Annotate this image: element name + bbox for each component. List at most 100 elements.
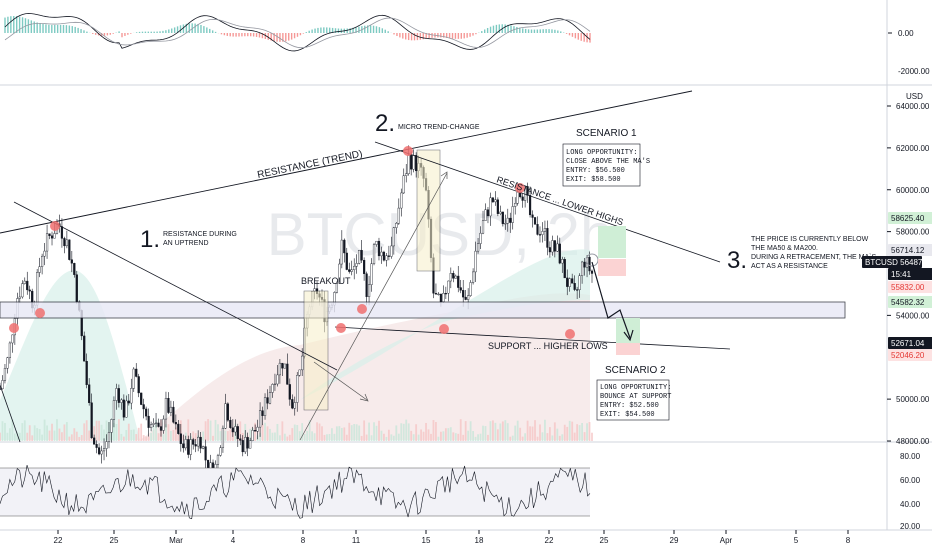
time-axis[interactable]: 22 25 Mar 4 8 11 15 18 22 25 29 Apr 5 8 (54, 530, 851, 545)
macd-histogram-bar (405, 33, 407, 40)
volume-bar (286, 436, 289, 441)
higher-lows-line[interactable] (334, 326, 731, 350)
volume-bar (410, 430, 413, 441)
macd-histogram-bar (293, 33, 296, 39)
macd-histogram-bar (159, 31, 161, 33)
macd-histogram-bar (264, 33, 267, 40)
volume-bar (172, 429, 175, 441)
volume-bar (509, 436, 512, 441)
down-arrow-line (313, 361, 368, 401)
volume-bar (53, 430, 56, 441)
volume-bar (204, 421, 207, 441)
volume-bar (402, 423, 405, 441)
macd-histogram-bar (127, 33, 129, 35)
macd-histogram-bar (428, 33, 430, 39)
volume-bar (125, 429, 128, 441)
candle-body (472, 271, 475, 283)
scenario1-stop-zone[interactable] (598, 259, 626, 276)
candle-body (28, 289, 31, 292)
volume-bar (348, 422, 351, 441)
candle-body (412, 155, 415, 170)
volume-bar (496, 429, 499, 441)
candle-body (467, 295, 470, 300)
macd-histogram-bar (320, 27, 322, 33)
macd-histogram-bar (100, 33, 103, 36)
candle-body (226, 403, 229, 421)
candle-body (164, 398, 168, 420)
price-badge (888, 268, 932, 280)
macd-histogram-bar (314, 28, 316, 33)
candle-body (481, 220, 485, 234)
candle-body (130, 388, 133, 404)
candle-body (70, 259, 73, 264)
volume-bar (375, 425, 378, 441)
macd-histogram-bar (138, 31, 141, 33)
volume-bar (387, 429, 390, 441)
candle-body (588, 256, 591, 272)
volume-bar (561, 434, 564, 441)
volume-bar (556, 428, 559, 441)
support-resistance-zone[interactable] (0, 301, 846, 319)
volume-bar (296, 425, 299, 441)
resistance-trend-line[interactable] (0, 90, 693, 234)
candle-body (462, 290, 465, 298)
macd-histogram-bar (247, 33, 249, 37)
macd-histogram-bar (244, 33, 246, 37)
macd-histogram-bar (10, 16, 12, 33)
price-badge-label: BTCUSD 56487.34 (865, 258, 932, 267)
time-tick-label: Mar (169, 536, 183, 545)
candle-body (566, 277, 569, 287)
macd-histogram-bar (422, 33, 424, 40)
candle-body (338, 263, 341, 284)
volume-bar (68, 436, 71, 441)
macd-histogram-bar (326, 27, 328, 33)
scenario2-line: LONG OPPORTUNITY: (600, 384, 671, 392)
touch-point (403, 146, 413, 156)
candle-body (434, 293, 438, 295)
candle-body (491, 197, 495, 203)
volume-bar (93, 426, 96, 441)
macd-histogram-bar (349, 28, 351, 33)
macd-histogram-bar (472, 33, 474, 36)
scenario-path-arrow (591, 261, 631, 339)
time-tick-label: 22 (545, 536, 554, 545)
macd-histogram-bar (48, 24, 50, 33)
macd-histogram-bar (527, 29, 530, 33)
macd-histogram-bar (77, 27, 79, 33)
candle-body (142, 404, 145, 410)
macd-histogram-bar (334, 28, 337, 33)
macd-histogram-bar (103, 33, 106, 36)
lower-highs-line[interactable] (374, 141, 721, 263)
macd-line (4, 13, 591, 52)
scenario2-stop-zone[interactable] (616, 343, 640, 355)
left-trend-line (0, 384, 21, 443)
volume-bar (378, 420, 380, 441)
candle-body (400, 192, 403, 209)
volume-bar (469, 421, 472, 441)
candle-body (63, 238, 66, 247)
macd-histogram-bar (577, 33, 579, 40)
candle-body (459, 287, 462, 291)
volume-bar (529, 426, 531, 441)
volume-bar (395, 425, 398, 441)
candle-body (375, 240, 378, 245)
macd-pane (4, 13, 591, 52)
price-badge (888, 244, 932, 256)
candle-body (556, 243, 559, 252)
scenario1-target-zone[interactable] (598, 226, 626, 258)
macd-histogram-bar (191, 23, 193, 33)
macd-level-zero: 0.00 (898, 29, 914, 38)
volume-bar (100, 424, 103, 441)
macd-histogram-bar (425, 33, 427, 39)
downtrend-line-1[interactable] (13, 201, 338, 371)
price-tick-label: 48000.00 (896, 437, 930, 446)
volume-bar (546, 433, 549, 441)
scenario2-target-zone[interactable] (616, 318, 640, 343)
candle-body (187, 439, 190, 455)
price-axis[interactable]: 64000.00 62000.00 60000.00 58000.00 54000.00… (887, 102, 930, 446)
candle-body (95, 444, 98, 448)
volume-bar (137, 427, 140, 441)
macd-histogram-bar (580, 33, 582, 41)
candle-body (293, 402, 296, 409)
